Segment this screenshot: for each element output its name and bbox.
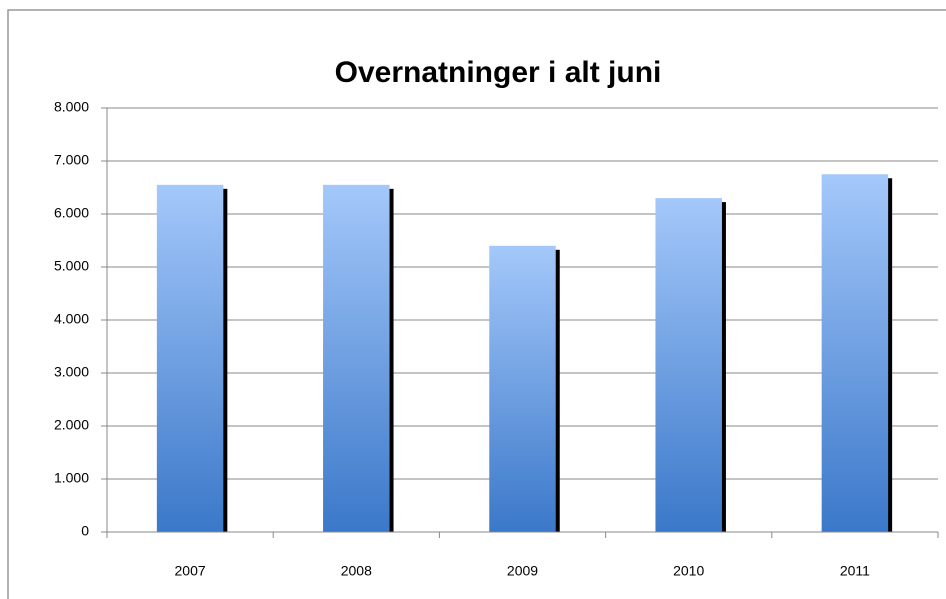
y-tick-label: 1.000 bbox=[54, 470, 89, 486]
x-tick-label: 2010 bbox=[673, 563, 704, 579]
y-tick-label: 7.000 bbox=[54, 152, 89, 168]
chart-title: Overnatninger i alt juni bbox=[335, 56, 662, 89]
y-tick-label: 0 bbox=[81, 523, 89, 539]
y-tick-label: 3.000 bbox=[54, 364, 89, 380]
bar bbox=[323, 184, 390, 532]
y-tick-label: 5.000 bbox=[54, 258, 89, 274]
y-tick-label: 8.000 bbox=[54, 99, 89, 115]
y-tick-label: 4.000 bbox=[54, 311, 89, 327]
x-tick-label: 2007 bbox=[175, 563, 206, 579]
y-tick-label: 6.000 bbox=[54, 205, 89, 221]
bar bbox=[821, 174, 889, 532]
y-tick-label: 2.000 bbox=[54, 417, 89, 433]
x-tick-label: 2008 bbox=[341, 563, 372, 579]
bar bbox=[156, 184, 224, 532]
chart-frame bbox=[7, 9, 946, 599]
x-tick-label: 2009 bbox=[507, 563, 538, 579]
x-tick-label: 2011 bbox=[840, 563, 870, 579]
bar bbox=[655, 198, 722, 532]
bar bbox=[489, 245, 556, 533]
